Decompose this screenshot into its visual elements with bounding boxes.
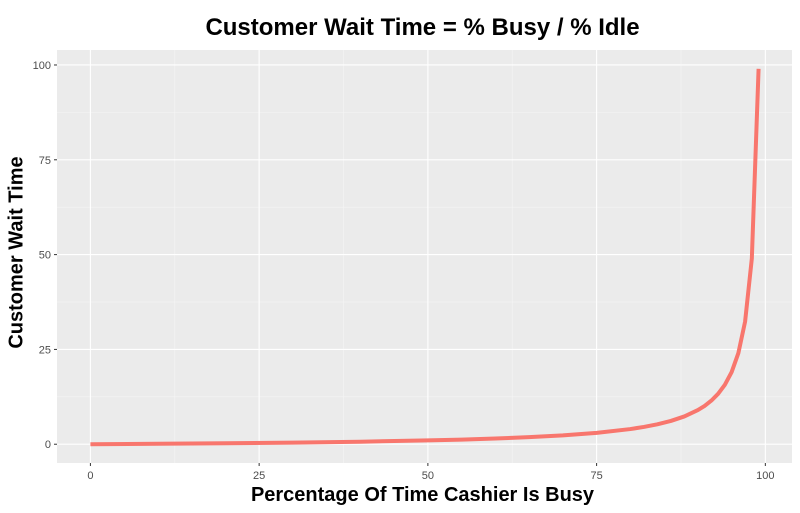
data-point: [358, 440, 362, 444]
y-tick-label: 0: [45, 439, 51, 451]
series-line: [90, 68, 761, 447]
data-point: [709, 399, 713, 403]
data-point: [716, 392, 720, 396]
y-tick-label: 50: [39, 250, 51, 262]
x-tick-label: 75: [590, 470, 602, 482]
minor-gridlines: [57, 50, 792, 463]
data-point: [493, 437, 497, 441]
data-point: [655, 422, 659, 426]
data-point: [156, 442, 160, 446]
data-point: [730, 370, 734, 374]
series-layer: [88, 67, 761, 447]
data-point: [527, 435, 531, 439]
x-tick-label: 25: [253, 470, 265, 482]
y-tick-label: 25: [39, 344, 51, 356]
data-point: [682, 414, 686, 418]
data-point: [703, 404, 707, 408]
x-tick-label: 100: [756, 470, 774, 482]
data-point: [460, 438, 464, 442]
y-tick-label: 75: [39, 155, 51, 167]
data-point: [426, 438, 430, 442]
data-point: [696, 408, 700, 412]
data-point: [88, 442, 92, 446]
x-tick-label: 0: [87, 470, 93, 482]
data-point: [736, 351, 740, 355]
plot-panel: [57, 50, 792, 463]
chart-title: Customer Wait Time = % Busy / % Idle: [205, 14, 640, 41]
data-point: [750, 256, 754, 260]
data-point: [223, 441, 227, 445]
x-axis-label: Percentage Of Time Cashier Is Busy: [250, 484, 595, 506]
data-point: [595, 431, 599, 435]
data-point: [628, 427, 632, 431]
data-point: [757, 67, 761, 71]
data-point: [669, 419, 673, 423]
data-point: [723, 383, 727, 387]
y-tick-label: 100: [33, 60, 51, 72]
x-tick-label: 50: [422, 470, 434, 482]
data-point: [561, 433, 565, 437]
data-point: [642, 425, 646, 429]
data-point: [743, 320, 747, 324]
major-gridlines: [57, 50, 792, 463]
axis-ticks: 0 25 50 75 100 0 25 50 75 100: [33, 60, 775, 482]
data-point: [291, 441, 295, 445]
